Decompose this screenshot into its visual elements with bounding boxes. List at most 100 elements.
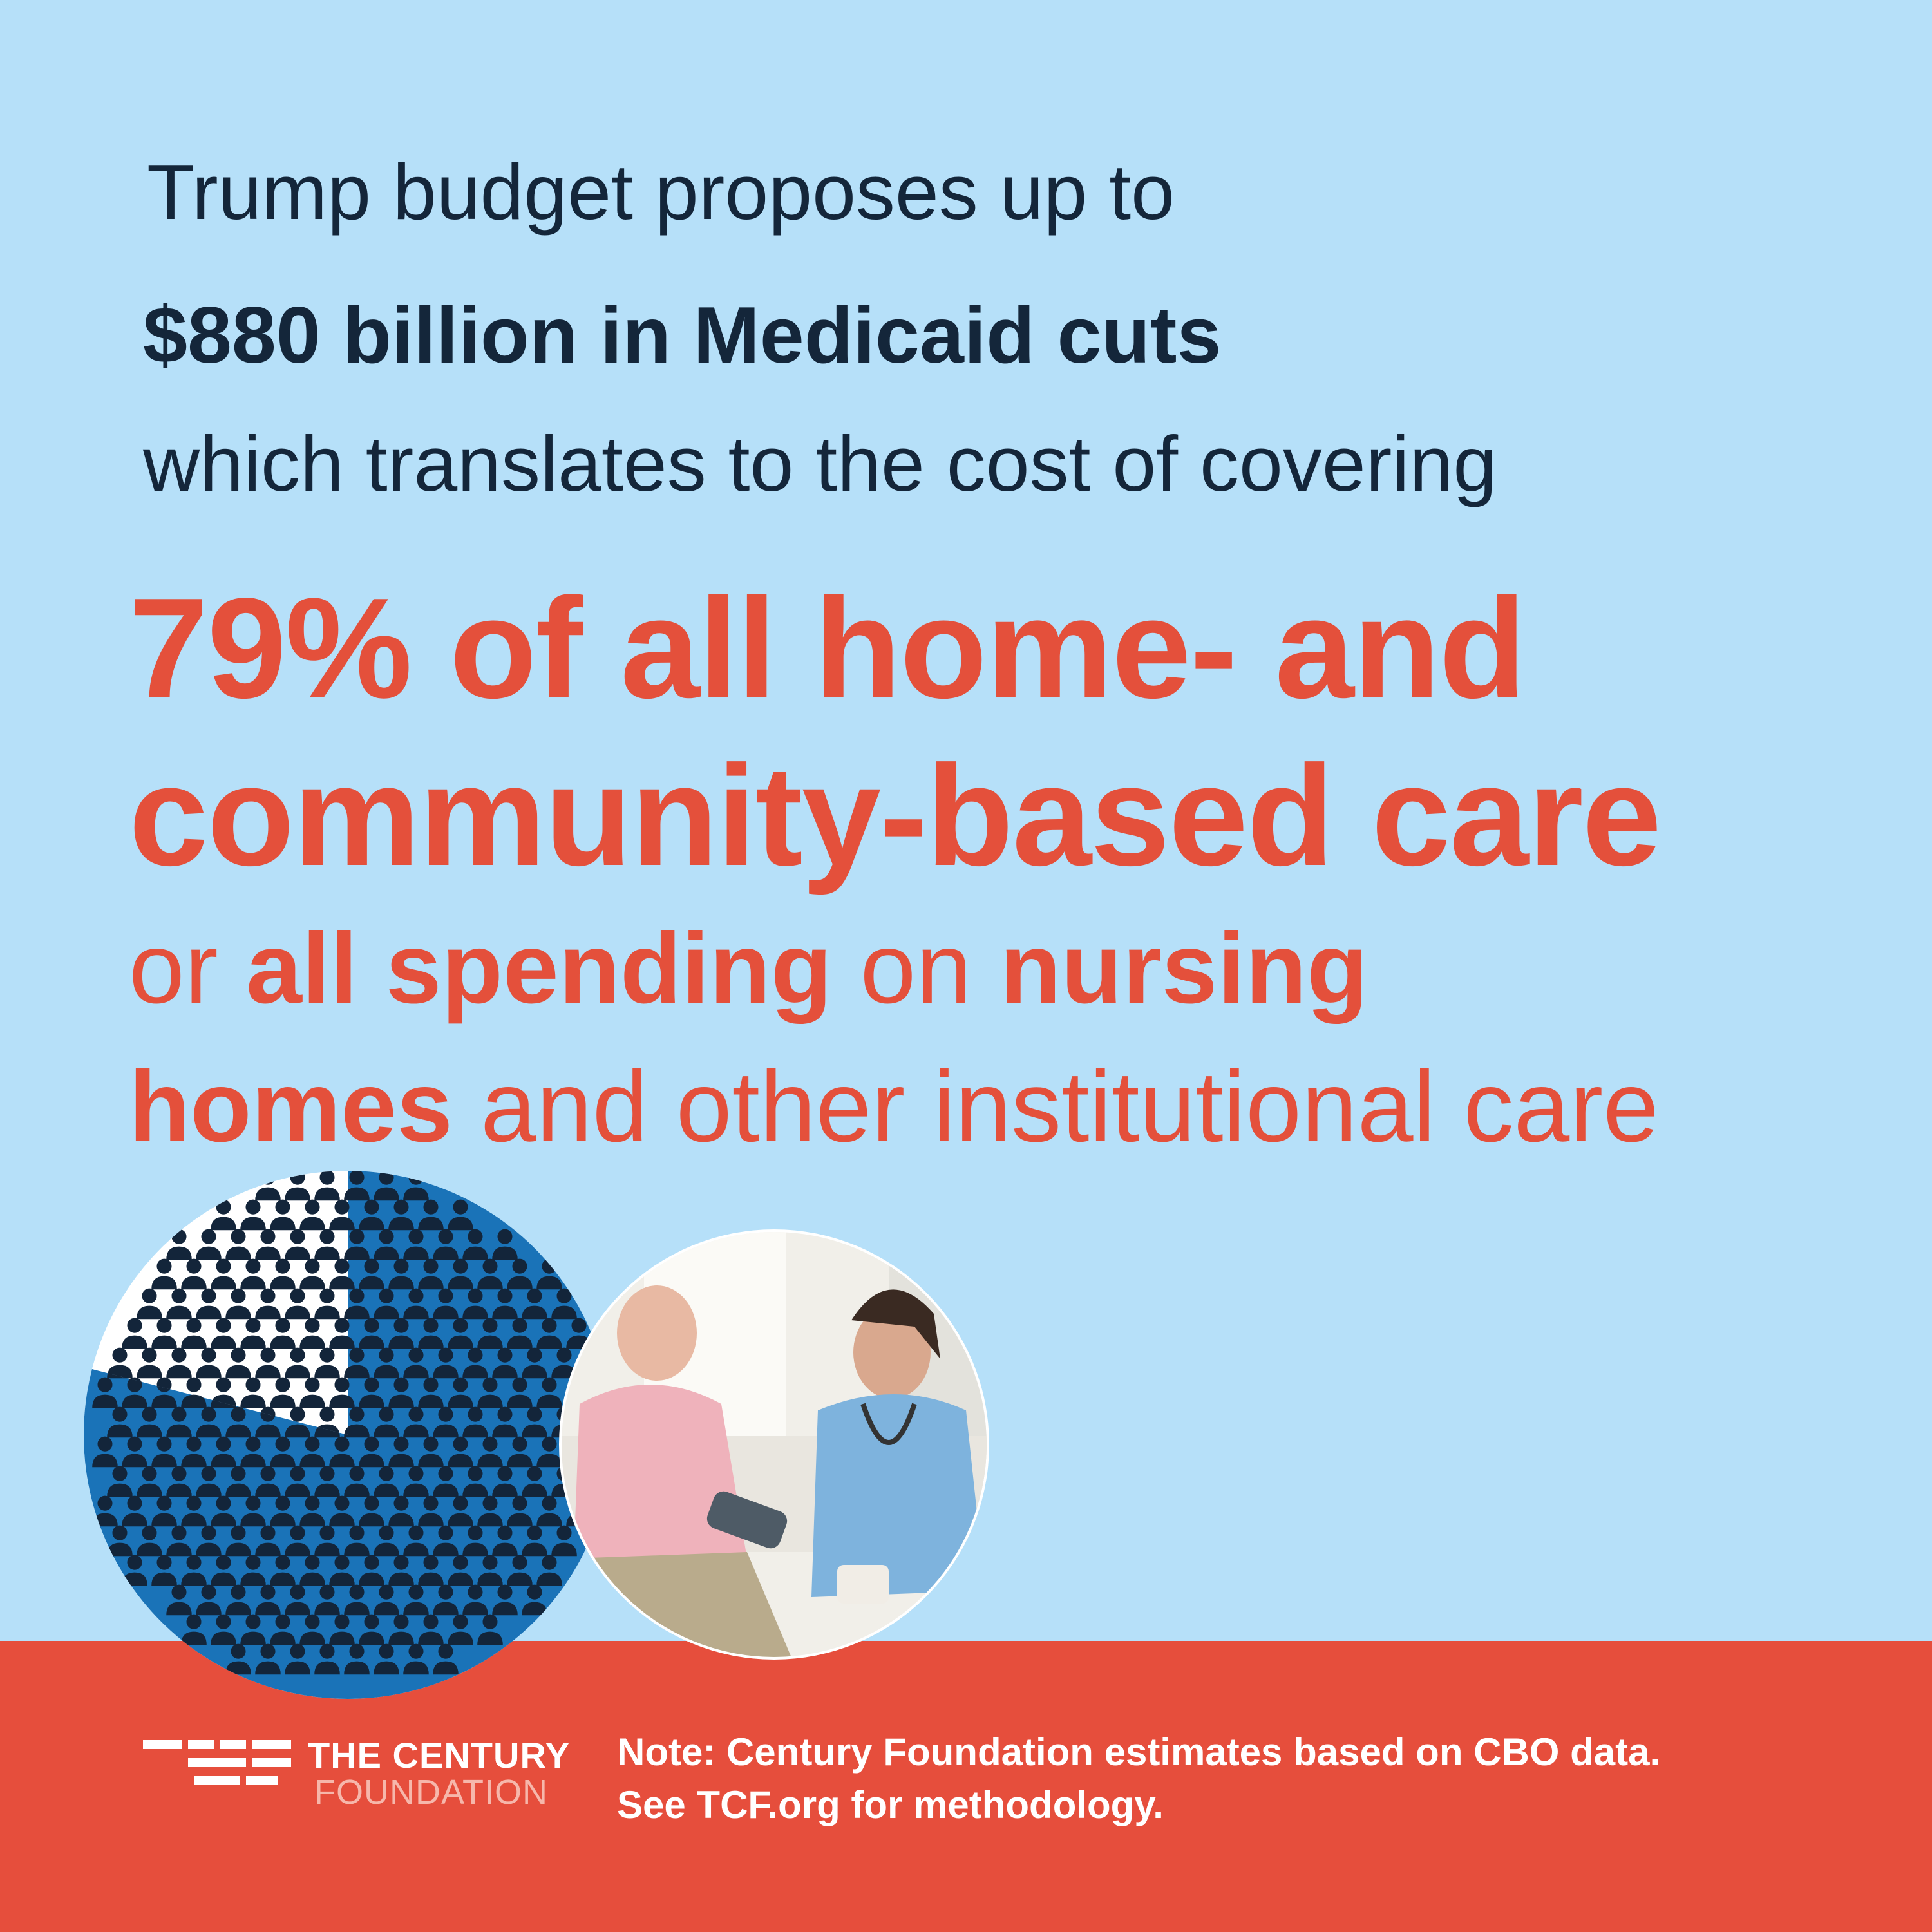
person-icon-body (388, 1631, 414, 1645)
person-icon (97, 1436, 113, 1452)
person-icon-body (507, 1572, 533, 1586)
person-icon-body (137, 1483, 162, 1497)
person-icon (290, 1288, 305, 1303)
person-icon (231, 1406, 246, 1422)
person-icon (156, 1436, 172, 1452)
monitor-device (837, 1565, 889, 1604)
headline-alt-line-1: or all spending on nursing (129, 911, 1368, 1027)
person-icon (423, 1555, 439, 1570)
person-icon (260, 1466, 276, 1481)
person-icon (156, 1495, 172, 1511)
person-icon (245, 1555, 261, 1570)
person-icon-body (225, 1602, 251, 1616)
person-icon (364, 1258, 379, 1274)
person-icon-body (522, 1483, 547, 1497)
person-icon-body (551, 1305, 577, 1320)
person-icon-body (492, 1542, 518, 1557)
person-icon (275, 1555, 290, 1570)
person-icon (527, 1525, 542, 1540)
person-icon-body (344, 1483, 370, 1497)
person-icon-body (196, 1246, 222, 1260)
person-icon-body (344, 1661, 370, 1675)
person-icon-body (166, 1542, 192, 1557)
person-icon (527, 1288, 542, 1303)
person-icon (201, 1347, 216, 1363)
person-icon (453, 1436, 468, 1452)
person-icon-body (374, 1602, 399, 1616)
patient-shirt (573, 1385, 747, 1571)
person-icon (408, 1406, 424, 1422)
person-icon (423, 1495, 439, 1511)
person-icon-body (285, 1187, 310, 1201)
person-icon-body (181, 1454, 207, 1468)
person-icon (453, 1377, 468, 1392)
person-icon-body (225, 1305, 251, 1320)
person-icon-body (507, 1276, 533, 1290)
person-icon (216, 1436, 231, 1452)
person-icon (112, 1466, 128, 1481)
person-icon-body (522, 1542, 547, 1557)
headline-line-1: Trump budget proposes up to (147, 148, 1175, 236)
person-icon-body (374, 1661, 399, 1675)
person-icon-body (433, 1483, 459, 1497)
person-icon (275, 1436, 290, 1452)
source-note: Note: Century Foundation estimates based… (617, 1726, 1660, 1832)
person-icon (231, 1229, 246, 1244)
person-icon-body (314, 1365, 340, 1379)
person-icon-body (137, 1305, 162, 1320)
person-icon (438, 1643, 453, 1659)
person-icon (216, 1318, 231, 1333)
person-icon (171, 1525, 187, 1540)
person-icon (186, 1377, 202, 1392)
person-icon (542, 1318, 557, 1333)
person-icon-body (211, 1335, 236, 1349)
person-icon-body (492, 1483, 518, 1497)
person-icon-body (285, 1424, 310, 1438)
person-icon (527, 1347, 542, 1363)
person-icon-body (418, 1454, 444, 1468)
person-icon (112, 1347, 128, 1363)
person-icon-body (225, 1542, 251, 1557)
person-icon (423, 1436, 439, 1452)
person-icon (542, 1555, 557, 1570)
person-icon (512, 1258, 527, 1274)
person-icon (319, 1466, 335, 1481)
person-icon-body (536, 1276, 562, 1290)
person-icon (305, 1258, 320, 1274)
person-icon-body (492, 1246, 518, 1260)
person-icon-body (388, 1335, 414, 1349)
person-icon-body (403, 1365, 429, 1379)
person-icon-body (137, 1424, 162, 1438)
person-icon (408, 1229, 424, 1244)
person-icon (438, 1584, 453, 1600)
person-icon-body (492, 1305, 518, 1320)
person-icon (171, 1347, 187, 1363)
person-icon (275, 1614, 290, 1629)
person-icon-body (107, 1542, 133, 1557)
blood-pressure-cuff (706, 1491, 788, 1549)
person-icon (171, 1466, 187, 1481)
person-icon (423, 1258, 439, 1274)
person-icon-body (181, 1276, 207, 1290)
person-icon (379, 1643, 394, 1659)
person-icon-body (314, 1187, 340, 1201)
person-icon (186, 1495, 202, 1511)
person-icon (245, 1614, 261, 1629)
alt-text-all-spending: all spending (246, 913, 833, 1025)
nurse-scrubs (811, 1394, 985, 1597)
person-icon-body (329, 1631, 355, 1645)
person-icon (349, 1584, 365, 1600)
person-icon (186, 1318, 202, 1333)
person-icon (408, 1347, 424, 1363)
alt-text-homes: homes (129, 1051, 453, 1163)
person-icon-body (151, 1276, 177, 1290)
person-icon-body (181, 1631, 207, 1645)
person-icon-body (196, 1365, 222, 1379)
person-icon (290, 1643, 305, 1659)
person-icon-body (196, 1424, 222, 1438)
person-icon (305, 1199, 320, 1215)
person-icon-body (122, 1394, 147, 1408)
person-icon-body (329, 1217, 348, 1231)
person-icon (527, 1406, 542, 1422)
person-icon-body (137, 1542, 162, 1557)
